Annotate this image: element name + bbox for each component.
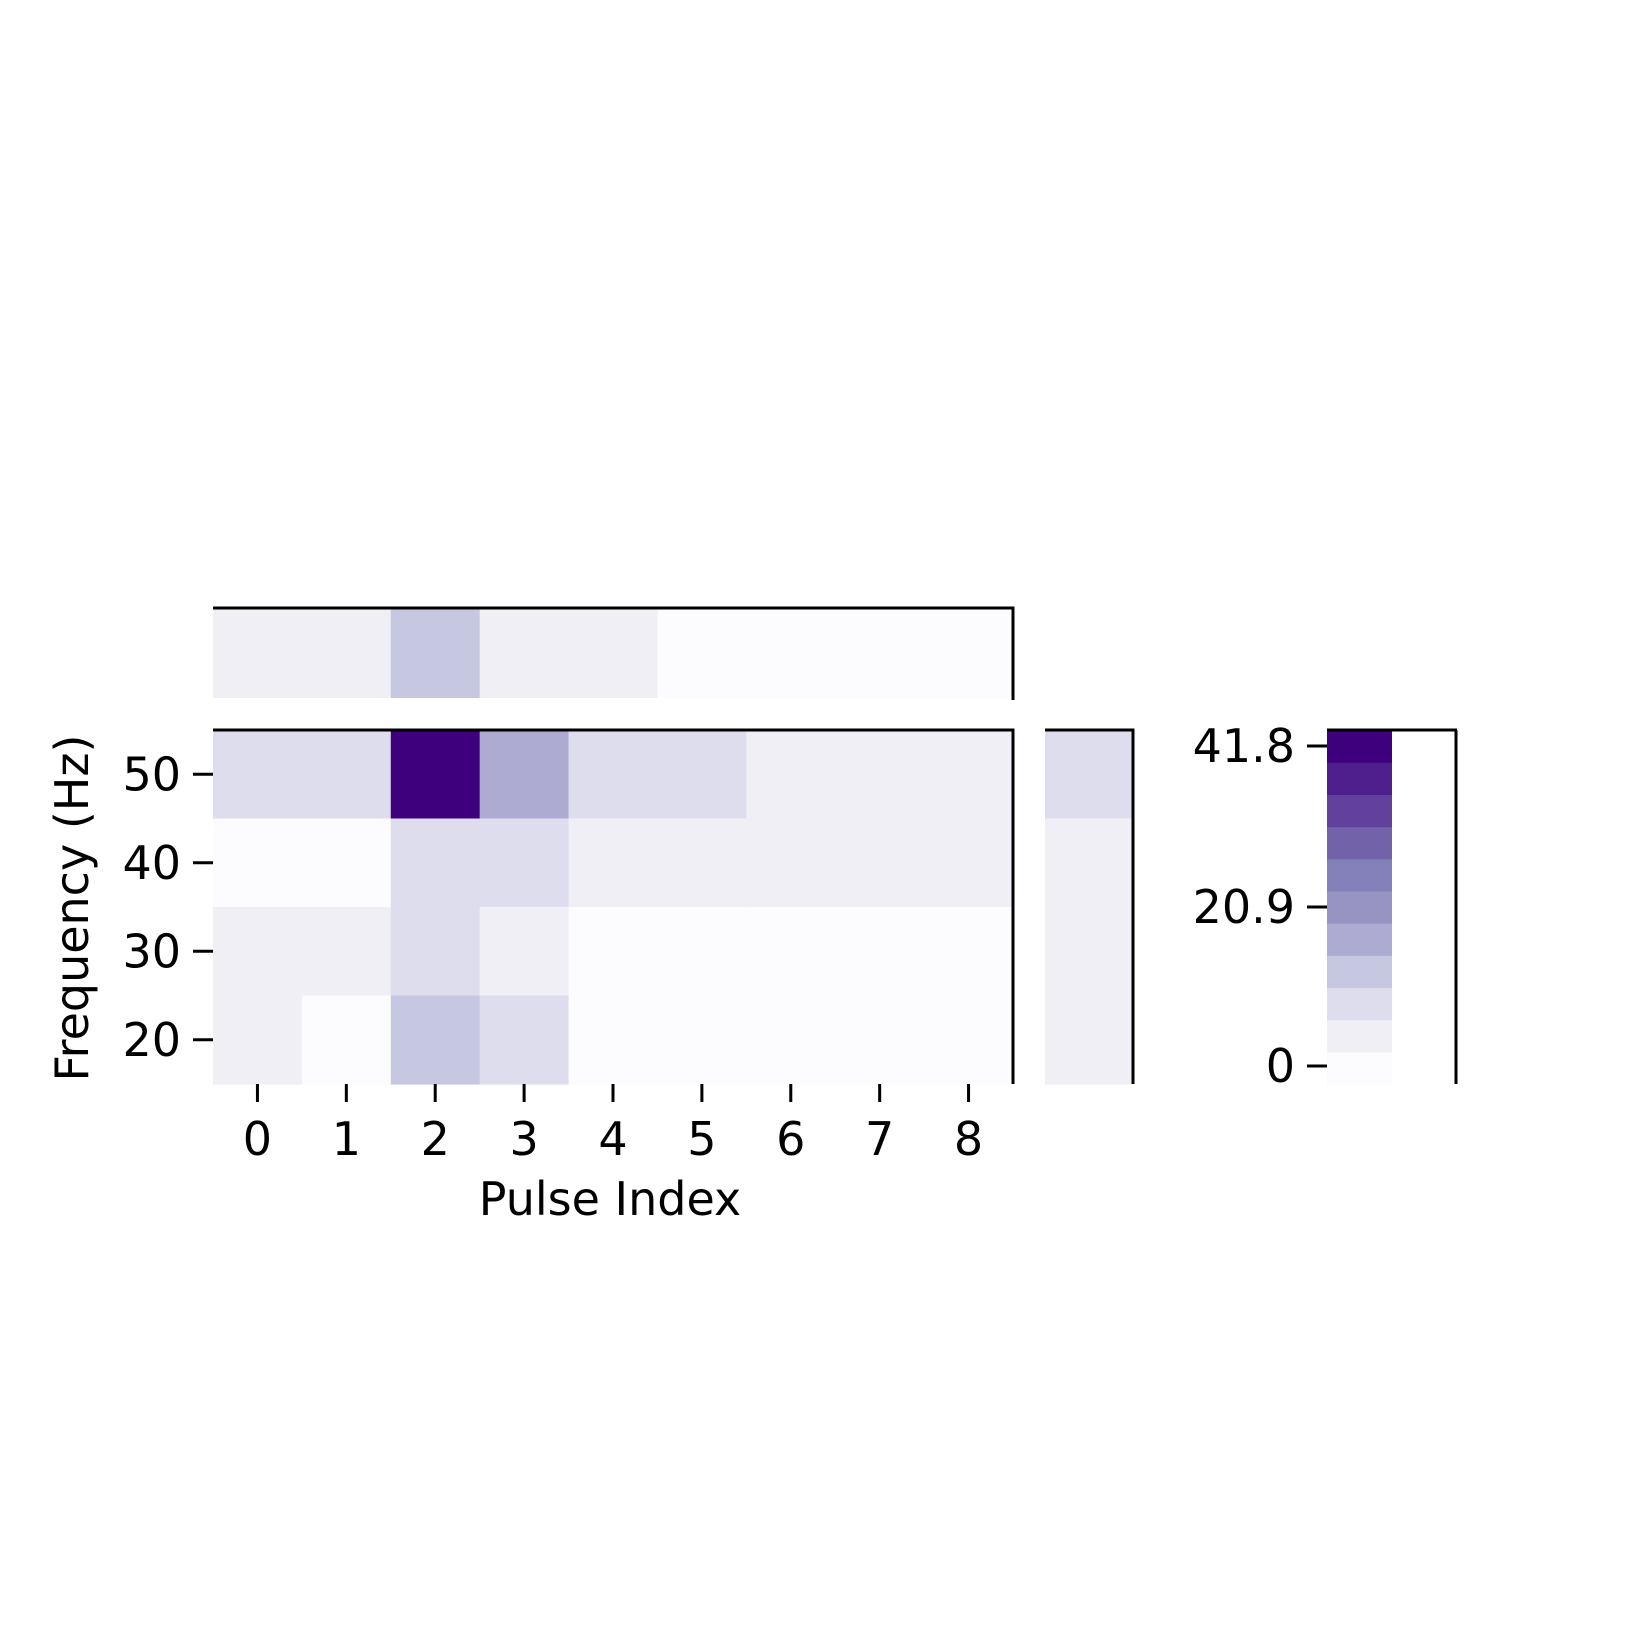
top-marginal-cell (390, 608, 481, 698)
main-heatmap (213, 730, 1014, 1085)
heatmap-cell (835, 730, 925, 820)
heatmap-cell (568, 730, 659, 820)
top-marginal-cell (213, 608, 303, 698)
heatmap-cell (479, 818, 570, 908)
colorbar-level (1327, 826, 1392, 860)
heatmap-cell (479, 730, 570, 820)
y-axis-label: Frequency (Hz) (45, 735, 99, 1082)
colorbar-level (1327, 794, 1392, 828)
heatmap-cell (924, 907, 1014, 997)
right-marginal-cell (1045, 907, 1133, 997)
y-tick-label: 20 (122, 1013, 181, 1067)
top-marginal-cell (835, 608, 925, 698)
colorbar-tick-label: 0 (1266, 1039, 1295, 1093)
colorbar-tick-label: 20.9 (1193, 880, 1295, 934)
colorbar-level (1327, 1019, 1392, 1053)
y-tick-label: 30 (122, 924, 181, 978)
heatmap-cell (301, 818, 392, 908)
heatmap-cell (390, 995, 481, 1085)
heatmap-cell (746, 818, 836, 908)
heatmap-cell (746, 995, 836, 1085)
heatmap-cell (479, 907, 570, 997)
x-tick-label: 3 (509, 1112, 538, 1166)
y-tick-label: 50 (122, 747, 181, 801)
top-marginal-cell (568, 608, 659, 698)
y-tick-label: 40 (122, 836, 181, 890)
heatmap-cell (746, 730, 836, 820)
heatmap-cell (568, 995, 659, 1085)
heatmap-cell (657, 818, 747, 908)
x-tick-label: 5 (687, 1112, 716, 1166)
x-tick-label: 8 (954, 1112, 983, 1166)
colorbar-level (1327, 890, 1392, 924)
heatmap-cell (390, 818, 481, 908)
right-marginal-heatmap (1045, 730, 1133, 1085)
top-marginal-cell (657, 608, 747, 698)
heatmap-cell (213, 995, 303, 1085)
heatmap-cell (924, 818, 1014, 908)
top-marginal-cell (924, 608, 1014, 698)
heatmap-cell (835, 907, 925, 997)
colorbar-level (1327, 955, 1392, 989)
x-axis-label: Pulse Index (479, 1172, 741, 1226)
heatmap-cell (657, 995, 747, 1085)
axes-spines (213, 606, 1458, 1084)
heatmap-cell (835, 995, 925, 1085)
heatmap-cell (657, 730, 747, 820)
heatmap-cell (568, 818, 659, 908)
top-marginal-heatmap (213, 608, 1014, 698)
heatmap-cell (301, 907, 392, 997)
colorbar-level (1327, 730, 1392, 763)
colorbar-level (1327, 1051, 1392, 1085)
colorbar-level (1327, 923, 1392, 956)
heatmap-cell (924, 730, 1014, 820)
colorbar-level (1327, 987, 1392, 1021)
heatmap-cell (213, 907, 303, 997)
colorbar-level (1327, 762, 1392, 795)
colorbar-tick-label: 41.8 (1193, 719, 1295, 773)
heatmap-cell (746, 907, 836, 997)
axis-ticks: 0 1 2 3 4 5 6 7 8 50 40 30 20 0 20.9 41.8 (122, 719, 1327, 1166)
heatmap-cell (213, 818, 303, 908)
right-marginal-cell (1045, 730, 1133, 820)
heatmap-cell (924, 995, 1014, 1085)
heatmap-cell (479, 995, 570, 1085)
top-marginal-cell (301, 608, 392, 698)
heatmap-cell (657, 907, 747, 997)
right-marginal-cell (1045, 818, 1133, 908)
heatmap-cell (835, 818, 925, 908)
heatmap-cell (301, 730, 392, 820)
heatmap-cell (213, 730, 303, 820)
x-tick-label: 1 (332, 1112, 361, 1166)
colorbar (1327, 730, 1392, 1085)
x-tick-label: 6 (776, 1112, 805, 1166)
heatmap-cell (301, 995, 392, 1085)
top-marginal-cell (479, 608, 570, 698)
heatmap-cell (390, 730, 481, 820)
x-tick-label: 0 (243, 1112, 272, 1166)
top-marginal-cell (746, 608, 836, 698)
heatmap-cell (390, 907, 481, 997)
x-tick-label: 2 (421, 1112, 450, 1166)
x-tick-label: 7 (865, 1112, 894, 1166)
x-tick-label: 4 (598, 1112, 627, 1166)
colorbar-level (1327, 858, 1392, 892)
heatmap-cell (568, 907, 659, 997)
right-marginal-cell (1045, 995, 1133, 1085)
